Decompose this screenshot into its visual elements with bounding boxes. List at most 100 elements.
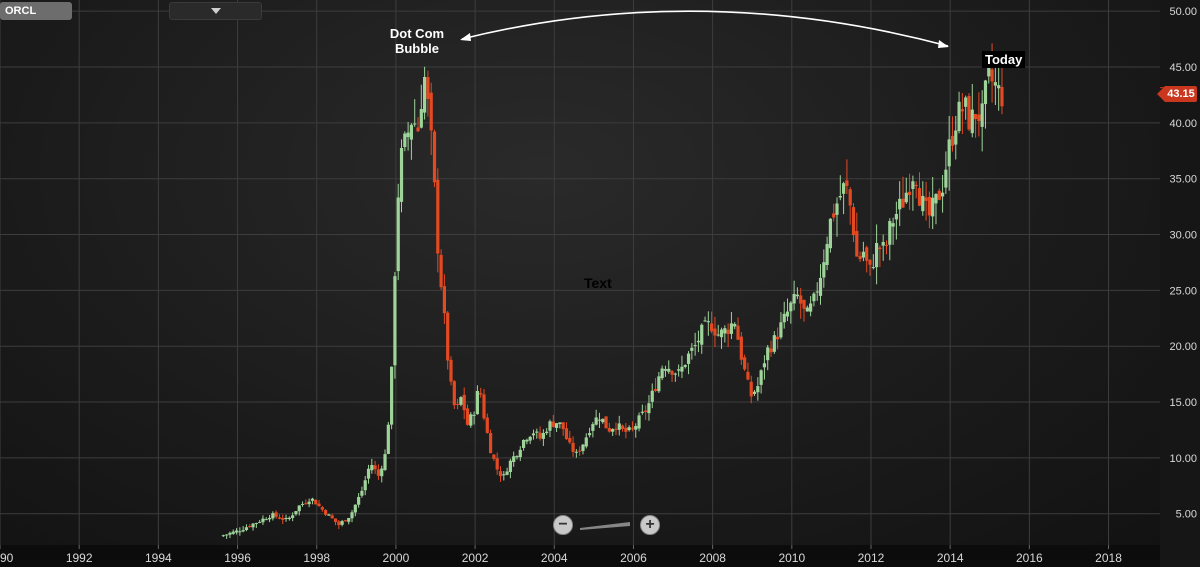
candle — [828, 218, 833, 253]
candle — [921, 181, 925, 216]
candle — [564, 422, 569, 440]
candle — [673, 372, 677, 382]
candle — [795, 287, 800, 300]
candle — [723, 325, 727, 343]
candle — [901, 176, 905, 208]
candle — [733, 322, 737, 330]
candle — [888, 218, 892, 261]
candle — [238, 527, 242, 536]
candle — [947, 115, 951, 191]
ticker-symbol-box[interactable]: ORCL — [0, 2, 72, 20]
candle — [851, 203, 856, 243]
candle — [419, 84, 423, 129]
candle — [426, 70, 430, 117]
candle — [380, 465, 384, 483]
candle — [809, 296, 813, 317]
candle — [782, 301, 786, 329]
candle — [637, 412, 641, 432]
candle — [693, 332, 697, 356]
candle — [413, 99, 417, 127]
y-tick-label: 35.00 — [1169, 174, 1197, 186]
candle — [337, 519, 341, 530]
candle — [574, 449, 578, 458]
candle — [647, 395, 651, 421]
chart-dropdown[interactable] — [169, 2, 262, 20]
candle — [291, 512, 295, 522]
candle — [620, 424, 625, 432]
candle — [607, 422, 611, 433]
candle — [716, 324, 720, 337]
candle — [617, 415, 621, 436]
candle — [650, 383, 654, 409]
candle — [340, 519, 344, 527]
zoom-out-button[interactable]: − — [553, 515, 573, 535]
x-tick-label: 2004 — [541, 551, 568, 565]
candle — [667, 360, 671, 374]
candle — [749, 375, 753, 404]
arrow-head-left — [460, 33, 471, 41]
candle — [914, 181, 918, 199]
x-tick-label: 2006 — [620, 551, 647, 565]
candle — [442, 274, 447, 324]
candle — [799, 287, 803, 319]
candle — [644, 405, 648, 420]
candle — [508, 458, 512, 479]
candle — [225, 534, 229, 539]
candle — [554, 423, 559, 432]
zoom-slider[interactable] — [580, 520, 630, 530]
candle — [416, 117, 420, 133]
candle — [271, 511, 275, 521]
candle — [973, 113, 978, 138]
candle — [686, 351, 691, 375]
candles — [221, 43, 1004, 539]
x-tick-label: 2000 — [383, 551, 410, 565]
x-tick-label: 2002 — [462, 551, 489, 565]
candle — [429, 82, 433, 156]
candle — [871, 254, 875, 270]
candle — [964, 95, 968, 120]
candle — [924, 181, 928, 221]
candle — [406, 121, 410, 151]
y-tick-label: 5.00 — [1176, 509, 1197, 521]
candle — [907, 173, 912, 210]
candle — [736, 317, 740, 340]
zoom-in-button[interactable]: + — [640, 515, 660, 535]
candle — [399, 139, 404, 213]
candle — [865, 245, 869, 273]
candle — [934, 193, 938, 225]
candle — [917, 172, 922, 207]
candle — [531, 429, 536, 440]
candle — [363, 475, 367, 496]
candle — [838, 175, 842, 201]
candle — [670, 369, 674, 382]
candle — [571, 436, 575, 457]
candle — [320, 505, 324, 512]
candle — [739, 332, 743, 365]
candle — [264, 517, 268, 521]
candle — [568, 430, 572, 445]
candle — [868, 259, 872, 276]
candle — [465, 404, 470, 426]
candle — [333, 518, 338, 526]
chevron-down-icon — [211, 8, 221, 14]
candle — [752, 389, 757, 396]
candle — [459, 396, 463, 407]
annotation-arrow — [460, 10, 949, 48]
candle — [307, 498, 311, 508]
y-tick-label: 30.00 — [1169, 230, 1197, 242]
candle — [370, 458, 374, 474]
candle — [927, 191, 931, 229]
candle — [614, 422, 618, 435]
candle — [848, 187, 852, 225]
x-tick-label: 1994 — [145, 551, 172, 565]
candle — [769, 340, 773, 357]
candle — [690, 343, 694, 360]
candle — [779, 312, 783, 340]
candle — [660, 365, 664, 381]
candle — [719, 327, 724, 349]
candle — [980, 90, 984, 152]
candle — [294, 511, 298, 516]
candle — [343, 519, 348, 522]
candle — [551, 414, 555, 428]
